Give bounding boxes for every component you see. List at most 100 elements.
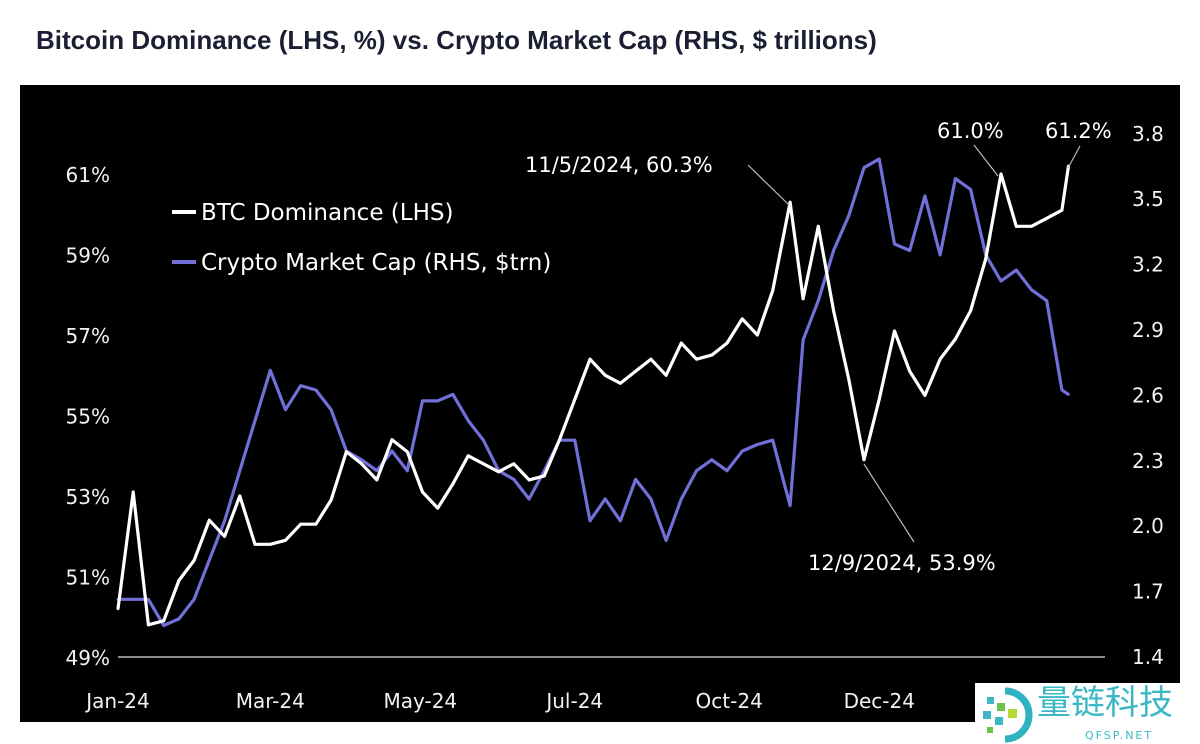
data-point: [192, 597, 196, 601]
x-tick-label: Oct-24: [696, 689, 763, 713]
data-point: [436, 399, 440, 403]
data-point: [893, 242, 896, 246]
y-right-tick-label: 2.0: [1132, 514, 1164, 538]
data-point: [801, 297, 805, 301]
data-point: [1030, 224, 1033, 228]
data-point: [253, 542, 257, 546]
data-point: [619, 381, 622, 385]
series-crypto-market-cap: [116, 157, 1070, 628]
annotation-leader: [973, 144, 999, 177]
data-point: [497, 470, 501, 474]
data-point: [253, 419, 257, 422]
watermark-domain: QFSP.NET: [1085, 729, 1154, 742]
chart-background: [20, 85, 1180, 722]
series-line: [116, 165, 1071, 627]
data-point: [1067, 393, 1070, 396]
data-point: [482, 438, 485, 442]
data-point: [436, 506, 440, 510]
data-point: [1014, 224, 1018, 228]
data-point: [832, 309, 835, 313]
data-point: [969, 188, 972, 191]
y-right-tick-label: 3.5: [1132, 187, 1164, 211]
x-tick-label: Jul-24: [544, 689, 603, 713]
data-point: [314, 522, 318, 526]
y-left-tick-label: 57%: [66, 324, 110, 348]
data-point: [588, 519, 592, 523]
data-point: [147, 623, 150, 627]
data-point: [847, 214, 851, 218]
series-btc-dominance: [116, 164, 1071, 627]
data-point: [634, 478, 638, 481]
y-left-tick-label: 53%: [66, 485, 110, 509]
data-point: [268, 542, 272, 546]
data-point: [999, 172, 1003, 176]
data-point: [1030, 288, 1033, 292]
data-point: [695, 357, 698, 361]
data-point: [908, 369, 912, 373]
data-point: [710, 458, 714, 462]
annotation-latest: 61.2%: [1045, 119, 1112, 143]
annotation-trough-dec: 12/9/2024, 53.9%: [808, 551, 996, 575]
data-point: [192, 559, 196, 562]
data-point: [131, 490, 135, 494]
data-point: [162, 619, 166, 623]
data-point: [969, 309, 972, 313]
data-point: [482, 462, 485, 466]
y-left-tick-label: 55%: [66, 405, 110, 429]
data-point: [649, 357, 653, 361]
data-point: [116, 607, 120, 611]
data-point: [603, 373, 607, 377]
data-point: [725, 341, 729, 345]
y-left-tick-label: 49%: [66, 646, 110, 670]
y-left-tick-label: 61%: [66, 163, 110, 187]
y-right-tick-label: 2.3: [1132, 449, 1164, 473]
data-point: [238, 469, 242, 473]
data-point: [740, 449, 744, 453]
x-tick-label: May-24: [383, 689, 457, 713]
data-point: [527, 497, 531, 501]
data-point: [893, 329, 896, 333]
data-point: [771, 289, 775, 293]
data-point: [923, 194, 927, 198]
data-point: [238, 494, 242, 498]
data-point: [649, 497, 653, 501]
y-left-tick-label: 59%: [66, 244, 110, 268]
data-point: [664, 539, 668, 542]
data-point: [1045, 299, 1049, 303]
data-point: [816, 224, 820, 228]
data-point: [619, 519, 622, 523]
data-point: [938, 357, 942, 361]
annotation-leader: [1067, 145, 1081, 169]
data-point: [375, 478, 379, 482]
data-point: [375, 469, 379, 473]
data-point: [788, 504, 792, 507]
legend: BTC Dominance (LHS) Crypto Market Cap (R…: [172, 200, 551, 276]
legend-label-btc: BTC Dominance (LHS): [201, 200, 453, 226]
data-point: [360, 458, 363, 462]
annotation-feb-high: 61.0%: [937, 119, 1004, 143]
y-left-tick-label: 51%: [66, 566, 110, 590]
data-point: [299, 384, 303, 388]
data-point: [405, 450, 409, 454]
data-point: [177, 579, 181, 582]
data-point: [877, 157, 881, 161]
data-point: [223, 534, 226, 538]
data-point: [542, 474, 546, 478]
x-tick-label: Dec-24: [844, 689, 915, 713]
x-tick-label: Mar-24: [236, 689, 305, 713]
data-point: [299, 522, 303, 526]
watermark-name: 量链科技: [1037, 683, 1173, 723]
data-point: [679, 341, 683, 345]
data-point: [816, 299, 820, 303]
data-point: [466, 419, 470, 422]
data-point: [223, 519, 226, 523]
data-point: [421, 490, 424, 494]
data-point: [314, 388, 318, 392]
legend-label-mcap: Crypto Market Cap (RHS, $trn): [201, 250, 551, 276]
data-point: [512, 462, 516, 466]
data-point: [877, 398, 881, 401]
data-point: [573, 438, 577, 442]
data-point: [679, 497, 683, 501]
data-point: [390, 438, 394, 442]
